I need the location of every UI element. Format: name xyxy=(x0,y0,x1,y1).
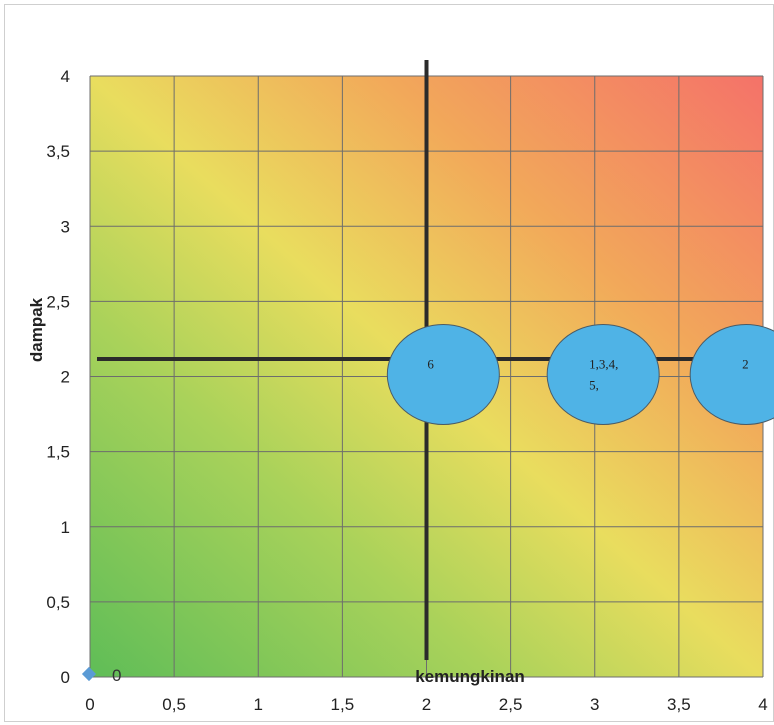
x-tick-label: 2 xyxy=(422,695,431,714)
legend-label: 0 xyxy=(112,666,121,685)
y-tick-label: 1,5 xyxy=(46,443,70,462)
legend-marker xyxy=(81,666,97,682)
legend: 0 xyxy=(81,666,121,685)
y-tick-label: 1 xyxy=(61,518,70,537)
y-tick-label: 0,5 xyxy=(46,593,70,612)
bubble-label: 1,3,4, xyxy=(589,357,618,372)
x-axis-title: kemungkinan xyxy=(415,667,525,686)
x-tick-label: 1 xyxy=(254,695,263,714)
bubble-circle xyxy=(386,324,500,425)
y-tick-label: 2 xyxy=(61,368,70,387)
x-tick-label: 4 xyxy=(758,695,767,714)
x-tick-label: 3,5 xyxy=(667,695,691,714)
bubble: 6 xyxy=(386,324,500,425)
y-tick-label: 3,5 xyxy=(46,142,70,161)
y-axis-title: dampak xyxy=(27,297,46,362)
y-tick-label: 0 xyxy=(61,668,70,687)
y-tick-labels: 0 0,5 1 1,5 2 2,5 3 3,5 4 xyxy=(46,67,70,687)
x-tick-label: 2,5 xyxy=(499,695,523,714)
y-tick-label: 4 xyxy=(61,67,70,86)
bubble-circle xyxy=(689,324,774,425)
bubble-label: 6 xyxy=(427,357,434,372)
x-tick-label: 3 xyxy=(590,695,599,714)
y-tick-label: 3 xyxy=(61,217,70,236)
bubble-series: 6 1,3,4, 5, 2 xyxy=(386,324,774,425)
bubble-circle xyxy=(546,324,660,425)
bubble-label: 5, xyxy=(589,378,599,393)
x-tick-labels: 0 0,5 1 1,5 2 2,5 3 3,5 4 xyxy=(85,695,767,714)
bubble: 1,3,4, 5, xyxy=(546,324,660,425)
x-tick-label: 1,5 xyxy=(331,695,355,714)
bubble-label: 2 xyxy=(742,357,749,372)
y-tick-label: 2,5 xyxy=(46,292,70,311)
x-tick-label: 0 xyxy=(85,695,94,714)
x-tick-label: 0,5 xyxy=(162,695,186,714)
bubble: 2 xyxy=(689,324,774,425)
